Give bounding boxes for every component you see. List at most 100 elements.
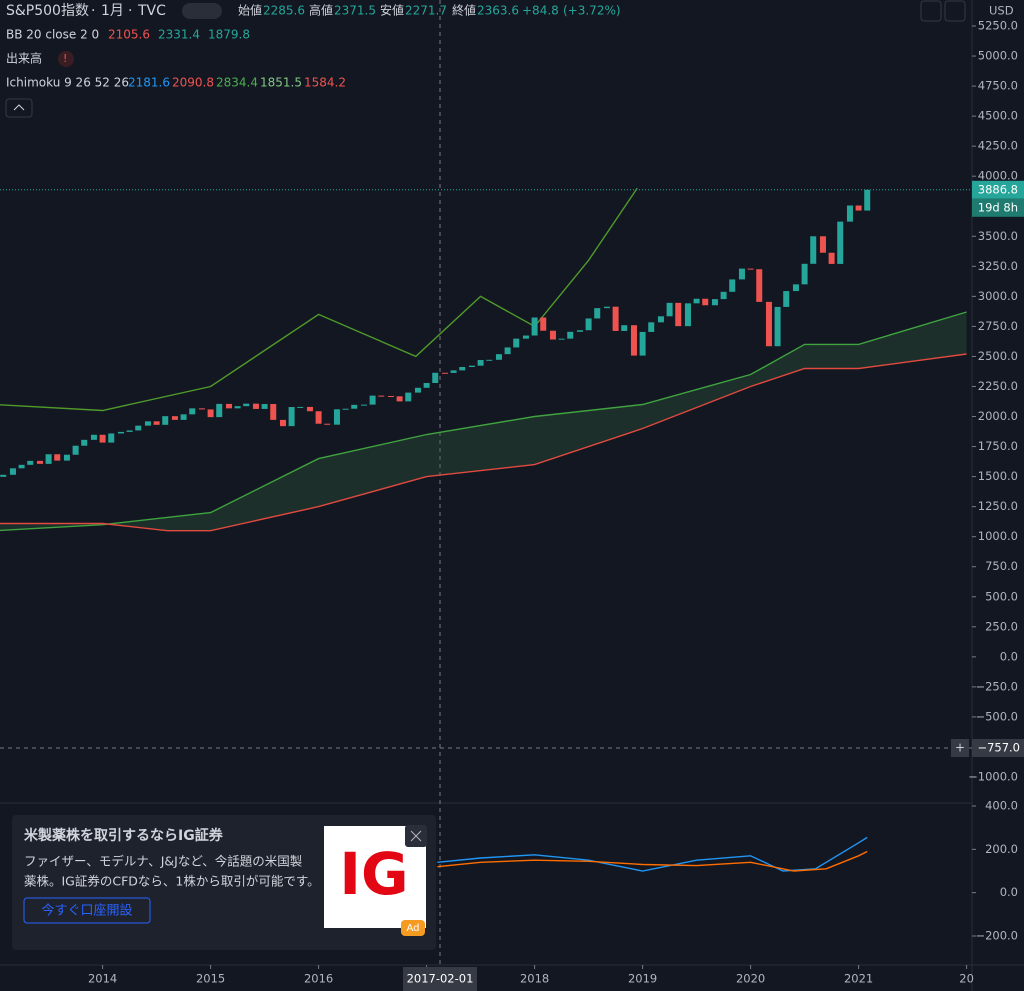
change-pct: (+3.72%) <box>563 4 621 18</box>
candle <box>99 434 106 443</box>
y-tick-label: 500.0 <box>985 589 1018 603</box>
candle <box>333 409 340 425</box>
candle <box>675 302 682 327</box>
interval[interactable]: 1月 <box>101 3 124 19</box>
countdown-bg <box>972 198 1024 217</box>
ich-3: 2834.4 <box>216 76 258 90</box>
close: 2363.6 <box>477 4 519 18</box>
candle <box>360 404 367 406</box>
candle <box>522 335 529 339</box>
btn[interactable] <box>920 0 942 22</box>
low-label: 安値 <box>380 3 404 18</box>
ad-button-text[interactable]: 今すぐ口座開設 <box>41 903 132 919</box>
last-price-bg <box>972 180 1024 199</box>
symbol[interactable]: S&P500指数 <box>6 3 89 19</box>
candle <box>810 236 817 264</box>
bb-basis: 2105.6 <box>108 28 150 42</box>
candle <box>279 419 286 427</box>
crosshair-date: 2017-02-01 <box>407 972 474 986</box>
candle <box>855 205 862 211</box>
ad-badge-bg <box>401 920 425 936</box>
candle <box>486 359 493 361</box>
candle <box>396 396 403 402</box>
candle <box>783 291 790 307</box>
btn[interactable] <box>944 0 966 22</box>
candle <box>351 404 358 409</box>
ad-button[interactable] <box>23 897 151 924</box>
ichimoku-label[interactable]: Ichimoku 9 26 52 26 <box>6 76 129 90</box>
y-tick-label: 4250.0 <box>978 139 1018 153</box>
candle <box>711 299 718 306</box>
candle <box>477 360 484 366</box>
candle <box>288 407 295 427</box>
candle <box>846 205 853 222</box>
ad-badge: Ad <box>406 923 419 934</box>
candle <box>297 406 304 408</box>
candle <box>63 454 70 461</box>
crosshair-price: −757.0 <box>977 741 1020 755</box>
candle <box>216 403 223 418</box>
y-tick-label: −250.0 <box>975 679 1018 693</box>
collapse[interactable] <box>5 98 33 118</box>
candle <box>90 434 97 440</box>
y-tick-label: 1750.0 <box>978 439 1018 453</box>
bb-label[interactable]: BB 20 close 2 0 <box>6 28 99 42</box>
y-tick-label: 2500.0 <box>978 349 1018 363</box>
candle <box>225 403 232 409</box>
y-tick-label: 3500.0 <box>978 229 1018 243</box>
y-tick-label: 2000.0 <box>978 409 1018 423</box>
candle <box>585 318 592 331</box>
candle <box>612 306 619 331</box>
candle <box>774 306 781 347</box>
indicator-line <box>0 187 638 412</box>
x-tick-label: 20 <box>959 972 974 986</box>
candle <box>45 454 52 464</box>
x-tick-label: 2015 <box>196 972 225 986</box>
y-tick-label: 0.0 <box>1000 649 1018 663</box>
candle <box>648 322 655 332</box>
y-tick-label: 5250.0 <box>978 19 1018 33</box>
candle <box>666 302 673 317</box>
candle <box>504 347 511 355</box>
candle <box>153 421 160 425</box>
ich-5: 1584.2 <box>304 76 346 90</box>
open: 2285.6 <box>263 4 305 18</box>
volume-label[interactable]: 出来高 <box>6 51 42 66</box>
toggle[interactable] <box>182 3 222 19</box>
ad-title: 米製薬株を取引するならIG証券 <box>24 827 224 844</box>
macd-y-tick-label: 400.0 <box>985 799 1018 813</box>
dot: · <box>128 3 132 19</box>
warning-icon: ! <box>63 52 67 65</box>
candle <box>126 430 133 432</box>
macd-line <box>437 850 868 872</box>
y-tick-label: 3000.0 <box>978 289 1018 303</box>
y-tick-label: 1500.0 <box>978 469 1018 483</box>
open-label: 始値 <box>238 3 262 18</box>
last-price: 3886.8 <box>978 182 1018 196</box>
high-label: 高値 <box>309 3 333 18</box>
x-tick-label: 2020 <box>736 972 765 986</box>
candle <box>189 408 196 415</box>
source[interactable]: TVC <box>137 3 166 19</box>
candle <box>756 269 763 302</box>
bb-upper: 2331.4 <box>158 28 200 42</box>
ich-1: 2181.6 <box>128 76 170 90</box>
candle <box>702 298 709 306</box>
candle <box>792 284 799 292</box>
currency: USD <box>989 4 1014 18</box>
candle <box>9 468 16 475</box>
candle <box>765 301 772 347</box>
high: 2371.5 <box>334 4 376 18</box>
warning[interactable] <box>58 51 74 67</box>
change: +84.8 <box>522 4 559 18</box>
ad-body: ファイザー、モデルナ、J&Jなど、今話題の米国製 <box>24 854 302 869</box>
candle <box>0 474 7 477</box>
x-tick-label: 2014 <box>88 972 117 986</box>
bb-lower: 1879.8 <box>208 28 250 42</box>
candle <box>657 316 664 323</box>
candle <box>423 382 430 388</box>
candle <box>135 425 142 431</box>
candle <box>387 395 394 397</box>
candle <box>198 408 205 410</box>
candle <box>513 338 520 348</box>
